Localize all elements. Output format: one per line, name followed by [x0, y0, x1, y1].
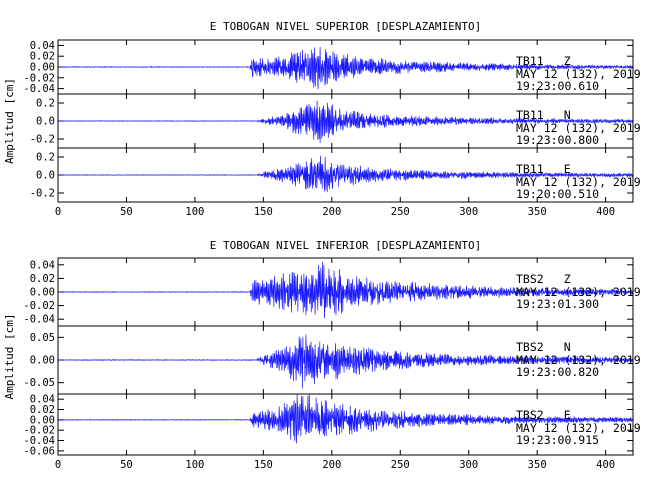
station-label: TBS2 E — [516, 408, 571, 422]
chart-title: E TOBOGAN NIVEL SUPERIOR [DESPLAZAMIENTO… — [210, 20, 482, 33]
record-date: MAY 12 (132), 2019 — [516, 175, 641, 189]
y-axis-label: Amplitud [cm] — [3, 78, 16, 164]
component-code: E — [564, 162, 571, 176]
y-tick-label: 0.2 — [36, 152, 55, 164]
panel-frame — [57, 393, 634, 456]
station-code: TB11 — [516, 54, 544, 68]
y-axis-label: Amplitud [cm] — [3, 313, 16, 399]
x-tick-label: 50 — [120, 206, 133, 218]
x-tick-label: 400 — [596, 459, 615, 471]
station-code: TBS2 — [516, 340, 544, 354]
x-tick-label: 250 — [391, 459, 410, 471]
record-date: MAY 12 (132), 2019 — [516, 285, 641, 299]
x-tick-label: 300 — [459, 459, 478, 471]
record-time: 19:23:00.610 — [516, 79, 599, 93]
record-time: 19:23:00.800 — [516, 133, 599, 147]
component-code: N — [564, 108, 571, 122]
station-code: TB11 — [516, 162, 544, 176]
y-tick-label: 0.00 — [30, 414, 55, 426]
waveform-trace — [58, 261, 634, 319]
y-tick-label: -0.02 — [23, 425, 55, 437]
station-code: TBS2 — [516, 408, 544, 422]
y-tick-label: 0.2 — [36, 98, 55, 110]
station-label: TBS2 Z — [516, 272, 571, 286]
y-tick-label: 0.02 — [30, 51, 55, 63]
x-tick-label: 100 — [185, 206, 204, 218]
y-tick-label: 0.05 — [30, 332, 55, 344]
y-tick-label: -0.04 — [23, 435, 55, 447]
x-tick-label: 200 — [322, 459, 341, 471]
panel-frame — [57, 147, 634, 203]
x-tick-label: 150 — [254, 206, 273, 218]
x-tick-label: 400 — [596, 206, 615, 218]
station-label: TBS2 N — [516, 340, 571, 354]
y-tick-label: 0.0 — [36, 170, 55, 182]
x-tick-label: 200 — [322, 206, 341, 218]
station-code: TBS2 — [516, 272, 544, 286]
record-date: MAY 12 (132), 2019 — [516, 121, 641, 135]
x-tick-label: 350 — [528, 206, 547, 218]
y-tick-label: -0.05 — [23, 377, 55, 389]
x-tick-label: 300 — [459, 206, 478, 218]
x-tick-label: 350 — [528, 459, 547, 471]
chart-1: E TOBOGAN NIVEL SUPERIOR [DESPLAZAMIENTO… — [3, 20, 641, 218]
component-code: Z — [564, 54, 571, 68]
component-code: Z — [564, 272, 571, 286]
chart-title: E TOBOGAN NIVEL INFERIOR [DESPLAZAMIENTO… — [210, 239, 482, 252]
waveform-trace — [57, 155, 634, 193]
waveform-trace — [57, 100, 634, 143]
x-tick-label: 250 — [391, 206, 410, 218]
component-code: N — [564, 340, 571, 354]
waveform-trace — [57, 46, 634, 90]
y-tick-label: 0.04 — [30, 394, 55, 406]
y-tick-label: 0.02 — [30, 404, 55, 416]
record-time: 19:23:00.915 — [516, 433, 599, 447]
record-time: 19:20:00.510 — [516, 187, 599, 201]
station-code: TB11 — [516, 108, 544, 122]
chart-2: E TOBOGAN NIVEL INFERIOR [DESPLAZAMIENTO… — [3, 239, 641, 471]
x-tick-label: 150 — [254, 459, 273, 471]
y-tick-label: 0.04 — [30, 259, 55, 271]
station-label: TB11 N — [516, 108, 571, 122]
x-tick-label: 100 — [185, 459, 204, 471]
y-tick-label: -0.2 — [30, 188, 55, 200]
waveform-trace — [57, 334, 634, 389]
y-tick-label: 0.04 — [30, 40, 55, 52]
y-tick-label: 0.00 — [30, 287, 55, 299]
y-tick-label: 0.0 — [36, 116, 55, 128]
y-tick-label: 0.00 — [30, 355, 55, 367]
y-tick-label: -0.04 — [23, 83, 55, 95]
record-time: 19:23:01.300 — [516, 297, 599, 311]
y-tick-label: 0.02 — [30, 273, 55, 285]
x-tick-label: 0 — [55, 459, 61, 471]
y-tick-label: -0.02 — [23, 72, 55, 84]
y-tick-label: 0.00 — [30, 62, 55, 74]
y-tick-label: -0.04 — [23, 314, 55, 326]
record-date: MAY 12 (132), 2019 — [516, 67, 641, 81]
y-tick-label: -0.02 — [23, 300, 55, 312]
record-date: MAY 12 (132), 2019 — [516, 353, 641, 367]
x-tick-label: 50 — [120, 459, 133, 471]
waveform-trace — [57, 394, 634, 444]
y-tick-label: -0.06 — [23, 445, 55, 457]
station-label: TB11 E — [516, 162, 571, 176]
component-code: E — [564, 408, 571, 422]
x-tick-label: 0 — [55, 206, 61, 218]
y-tick-label: -0.2 — [30, 134, 55, 146]
record-time: 19:23:00.820 — [516, 365, 599, 379]
station-label: TB11 Z — [516, 54, 571, 68]
record-date: MAY 12 (132), 2019 — [516, 421, 641, 435]
